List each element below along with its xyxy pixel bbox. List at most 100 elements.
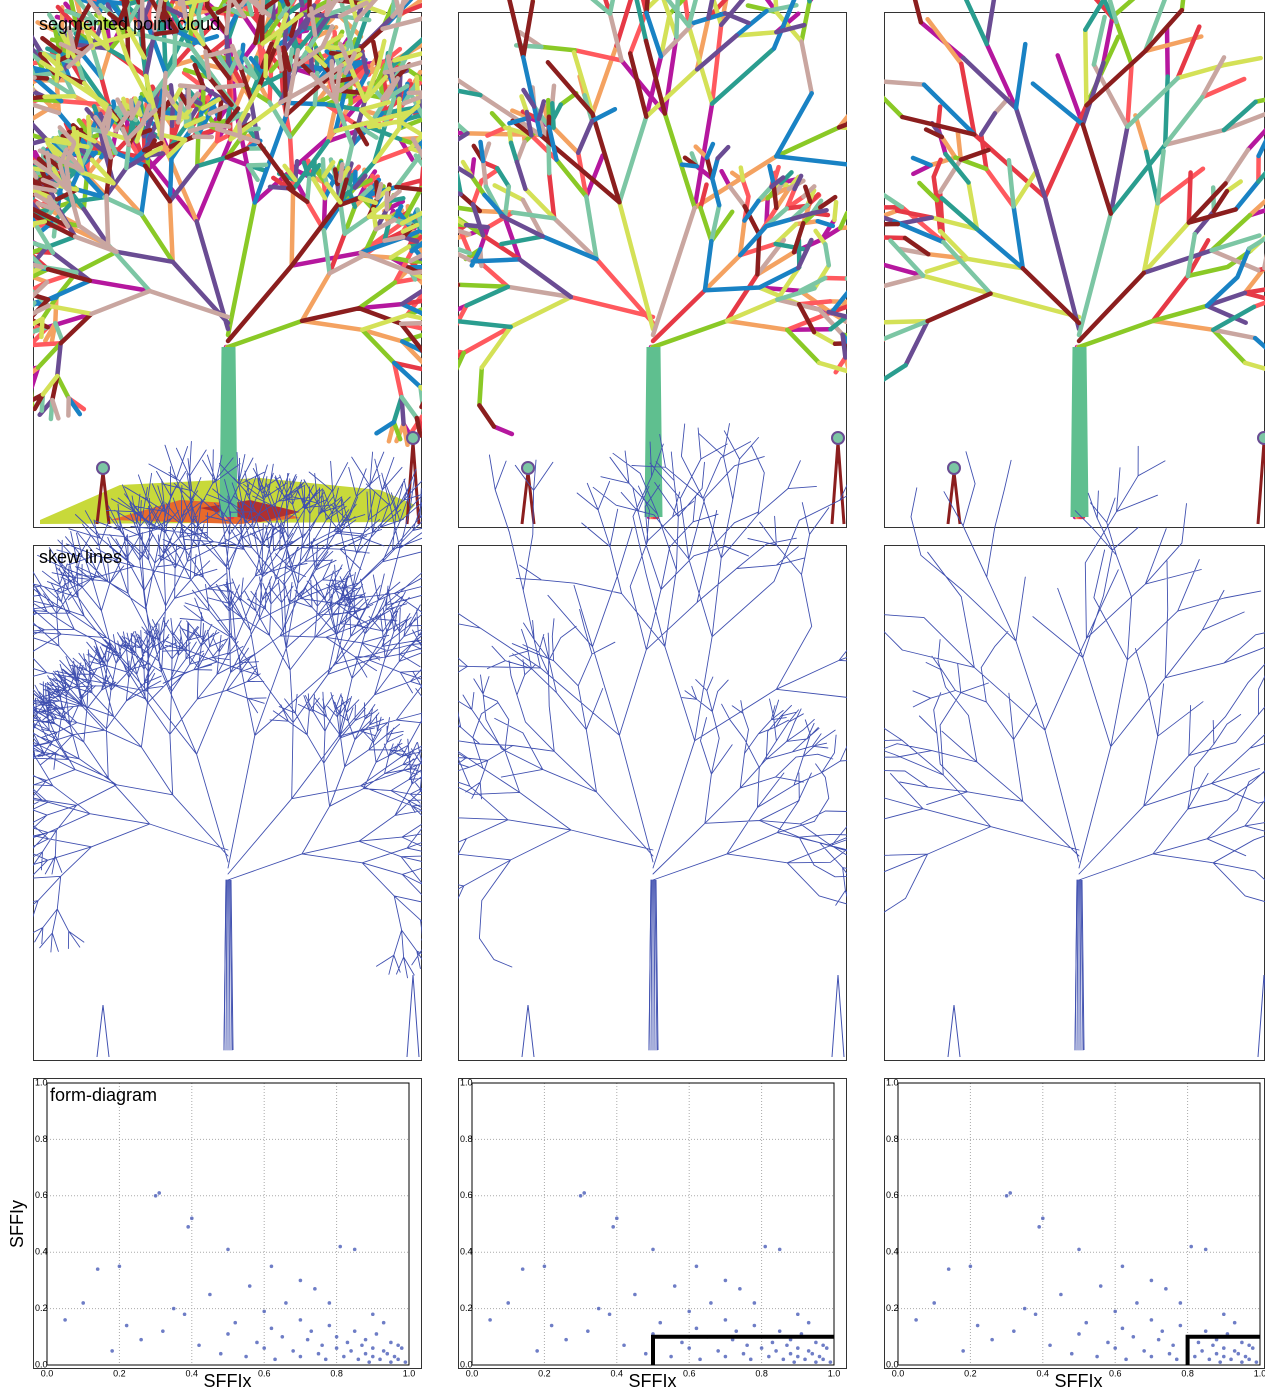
scatter-point <box>803 1358 807 1362</box>
scatter-point <box>821 1358 825 1362</box>
x-tick-label: 0.8 <box>755 1368 768 1378</box>
scatter-point <box>1240 1341 1244 1345</box>
scatter-point <box>81 1301 85 1305</box>
scatter-point <box>270 1265 274 1269</box>
scatter-point <box>622 1343 626 1347</box>
scatter-point <box>644 1352 648 1356</box>
scatter-point <box>742 1352 746 1356</box>
x-tick-label: 0.6 <box>683 1368 696 1378</box>
scatter-point <box>825 1346 829 1350</box>
scatter-point <box>687 1310 691 1314</box>
scatter-point <box>1247 1343 1251 1347</box>
scatter-point <box>807 1321 811 1325</box>
scatter-point <box>1255 1360 1259 1364</box>
scatter-point <box>807 1349 811 1353</box>
panel-frame <box>34 1079 422 1369</box>
scatter-point <box>488 1318 492 1322</box>
scatter-point <box>586 1329 590 1333</box>
x-tick-label: 0.2 <box>964 1368 977 1378</box>
panel-group <box>332 0 968 1369</box>
pole-head <box>522 462 534 474</box>
x-tick-label: 0.4 <box>1037 1368 1050 1378</box>
scatter-point <box>208 1293 212 1297</box>
y-tick-label: 0.8 <box>35 1134 48 1144</box>
scatter-point <box>760 1346 764 1350</box>
scatter-point <box>550 1324 554 1328</box>
scatter-point <box>197 1343 201 1347</box>
scatter-point <box>1150 1355 1154 1359</box>
scatter-point <box>961 1349 965 1353</box>
scatter-point <box>521 1267 525 1271</box>
scatter-point <box>157 1191 161 1195</box>
x-tick-label: 1.0 <box>403 1368 416 1378</box>
scatter-point <box>1204 1329 1208 1333</box>
scatter-point <box>1160 1329 1164 1333</box>
scatter-point <box>814 1341 818 1345</box>
y-tick-label: 0.4 <box>886 1247 899 1257</box>
scatter-point <box>753 1301 757 1305</box>
scatter-point <box>1222 1346 1226 1350</box>
scatter-point <box>1048 1343 1052 1347</box>
scatter-point <box>651 1248 655 1252</box>
scatter-point <box>400 1346 404 1350</box>
x-tick-label: 0.4 <box>611 1368 624 1378</box>
scatter-point <box>299 1279 303 1283</box>
x-tick-label: 0.2 <box>538 1368 551 1378</box>
scatter-point <box>734 1329 738 1333</box>
scatter-point <box>947 1267 951 1271</box>
scatter-point <box>139 1338 143 1342</box>
scatter-point <box>371 1355 375 1359</box>
scatter-point <box>1168 1352 1172 1356</box>
scatter-point <box>724 1279 728 1283</box>
scatter-point <box>172 1307 176 1311</box>
scatter-point <box>273 1358 277 1362</box>
panel-label: segmented point cloud <box>39 14 220 34</box>
scatter-point <box>1037 1225 1041 1229</box>
scatter-point <box>389 1341 393 1345</box>
scatter-point <box>1041 1217 1045 1221</box>
scatter-point <box>753 1324 757 1328</box>
scatter-point <box>914 1318 918 1322</box>
scatter-point <box>291 1349 295 1353</box>
scatter-point <box>1179 1301 1183 1305</box>
scatter-point <box>248 1284 252 1288</box>
scatter-point <box>716 1349 720 1353</box>
scatter-point <box>976 1324 980 1328</box>
scatter-point <box>226 1248 230 1252</box>
scatter-point <box>1164 1287 1168 1291</box>
scatter-point <box>1197 1341 1201 1345</box>
scatter-point <box>382 1321 386 1325</box>
scatter-point <box>1215 1352 1219 1356</box>
scatter-point <box>338 1245 342 1249</box>
scatter-point <box>367 1360 371 1364</box>
scatter-point <box>1023 1307 1027 1311</box>
scatter-point <box>582 1191 586 1195</box>
scatter-point <box>353 1248 357 1252</box>
scatter-point <box>821 1343 825 1347</box>
scatter-point <box>1244 1355 1248 1359</box>
scatter-point <box>255 1341 259 1345</box>
scatter-point <box>1084 1321 1088 1325</box>
scatter-point <box>1236 1352 1240 1356</box>
x-tick-label: 0.2 <box>113 1368 126 1378</box>
scatter-point <box>615 1217 619 1221</box>
scatter-point <box>313 1287 317 1291</box>
scatter-point <box>810 1352 814 1356</box>
scatter-point <box>1121 1327 1125 1331</box>
pole-head <box>97 462 109 474</box>
scatter-point <box>771 1341 775 1345</box>
scatter-point <box>349 1349 353 1353</box>
scatter-point <box>393 1355 397 1359</box>
scatter-point <box>814 1360 818 1364</box>
scatter-point <box>1142 1349 1146 1353</box>
trunk <box>1075 347 1084 517</box>
panel-frame <box>459 1079 847 1369</box>
y-tick-label: 0.6 <box>35 1190 48 1200</box>
scatter-point <box>669 1355 673 1359</box>
y-tick-label: 0.6 <box>886 1190 899 1200</box>
scatter-point <box>778 1248 782 1252</box>
scatter-point <box>767 1355 771 1359</box>
scatter-point <box>306 1338 310 1342</box>
scatter-point <box>543 1265 547 1269</box>
scatter-point <box>1193 1355 1197 1359</box>
